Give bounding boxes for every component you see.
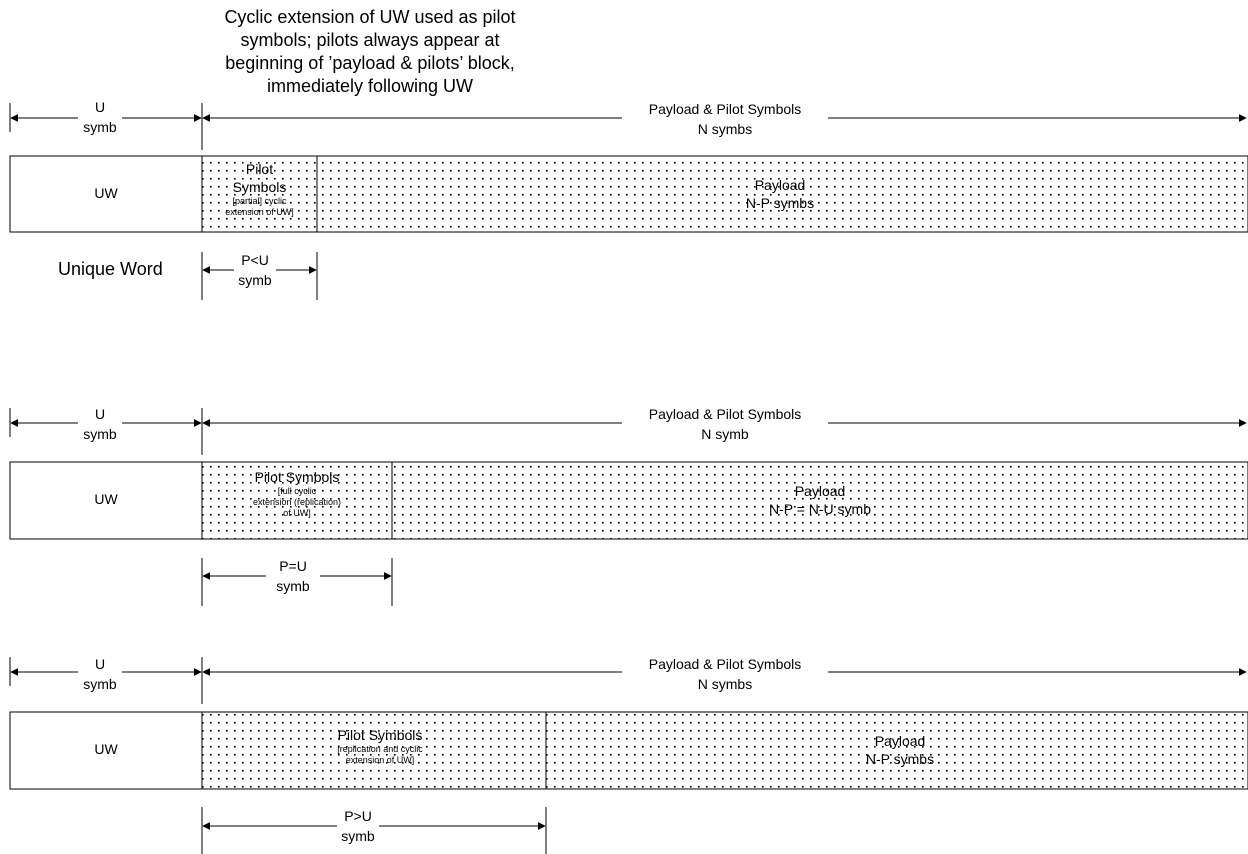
p-dim-unit: symb bbox=[276, 578, 310, 594]
u-dim-label-1: U symb bbox=[78, 97, 122, 137]
u-dim-unit: symb bbox=[83, 426, 117, 442]
pilot-note: [full cyclic bbox=[277, 486, 317, 496]
p-dim-unit: symb bbox=[238, 272, 272, 288]
pilot-label-1: Pilot Symbols [partial] cyclic extension… bbox=[204, 160, 315, 218]
pilot-label-3: Pilot Symbols [replication and cyclic ex… bbox=[280, 726, 480, 766]
payload-count: N-P = N-U symb bbox=[768, 501, 872, 517]
p-dim-label-2: P=U symb bbox=[266, 556, 320, 596]
u-dim-label-2: U symb bbox=[78, 404, 122, 444]
payload-count: N-P symbs bbox=[865, 751, 935, 767]
pilot-note: [partial] cyclic bbox=[232, 196, 287, 206]
payload-dim-count: N symbs bbox=[697, 121, 753, 137]
pilot-title: Pilot Symbols bbox=[254, 469, 340, 485]
payload-dim-count: N symbs bbox=[697, 676, 753, 692]
payload-region-1 bbox=[316, 155, 1248, 233]
pilot-region-3 bbox=[201, 711, 547, 790]
annotation-line-4: immediately following UW bbox=[266, 76, 474, 96]
p-dim-unit: symb bbox=[341, 828, 375, 844]
annotation-text: Cyclic extension of UW used as pilot sym… bbox=[170, 6, 570, 98]
uw-box-2 bbox=[9, 461, 203, 540]
u-dim-unit: symb bbox=[83, 676, 117, 692]
payload-region-3 bbox=[545, 711, 1248, 790]
annotation-line-3: beginning of ’payload & pilots’ block, bbox=[225, 53, 515, 73]
payload-dim-title: Payload & Pilot Symbols bbox=[648, 406, 802, 422]
pilot-label-2: Pilot Symbols [full cyclic extension (re… bbox=[204, 468, 390, 519]
uw-label-1: UW bbox=[94, 185, 118, 201]
payload-title: Payload bbox=[794, 483, 846, 499]
payload-dim-title: Payload & Pilot Symbols bbox=[648, 656, 802, 672]
u-dim-value: U bbox=[94, 99, 106, 115]
annotation-line-2: symbols; pilots always appear at bbox=[240, 30, 500, 50]
payload-title: Payload bbox=[874, 733, 926, 749]
payload-dim-label-2: Payload & Pilot Symbols N symb bbox=[622, 404, 828, 444]
payload-dim-count: N symb bbox=[701, 426, 749, 442]
frame-row-2 bbox=[9, 408, 1248, 606]
payload-dim-label-3: Payload & Pilot Symbols N symbs bbox=[622, 654, 828, 694]
p-dim-value: P=U bbox=[279, 558, 307, 574]
payload-count: N-P symbs bbox=[745, 195, 815, 211]
u-dim-value: U bbox=[94, 656, 106, 672]
payload-label-2: Payload N-P = N-U symb bbox=[740, 482, 900, 518]
uw-label-3: UW bbox=[94, 741, 118, 757]
pilot-note: extension of UW] bbox=[345, 755, 415, 765]
u-dim-label-3: U symb bbox=[78, 654, 122, 694]
pilot-note: extension of UW] bbox=[225, 207, 294, 217]
unique-word-legend: Unique Word bbox=[58, 259, 163, 279]
payload-label-3: Payload N-P symbs bbox=[820, 732, 980, 768]
u-dim-value: U bbox=[94, 406, 106, 422]
pilot-note: [replication and cyclic bbox=[337, 744, 423, 754]
payload-label-1: Payload N-P symbs bbox=[700, 176, 860, 212]
p-dim-value: P<U bbox=[241, 252, 269, 268]
payload-dim-title: Payload & Pilot Symbols bbox=[648, 101, 802, 117]
frame-row-1 bbox=[9, 103, 1248, 300]
annotation-line-1: Cyclic extension of UW used as pilot bbox=[224, 7, 516, 27]
pilot-region-2 bbox=[201, 461, 393, 540]
payload-dim-label-1: Payload & Pilot Symbols N symbs bbox=[622, 99, 828, 139]
pilot-note: of UW] bbox=[283, 508, 311, 518]
p-dim-label-1: P<U symb bbox=[234, 250, 276, 290]
payload-title: Payload bbox=[754, 177, 806, 193]
pilot-note: extension (replication) bbox=[252, 497, 342, 507]
p-dim-label-3: P>U symb bbox=[337, 806, 379, 846]
uw-label-2: UW bbox=[94, 491, 118, 507]
pilot-title: Symbols bbox=[232, 179, 287, 195]
pilot-title: Pilot bbox=[245, 161, 274, 177]
uw-box-3 bbox=[9, 711, 203, 790]
pilot-title: Pilot Symbols bbox=[337, 727, 423, 743]
uw-box-1 bbox=[9, 155, 203, 233]
p-dim-value: P>U bbox=[344, 808, 372, 824]
u-dim-unit: symb bbox=[83, 119, 117, 135]
